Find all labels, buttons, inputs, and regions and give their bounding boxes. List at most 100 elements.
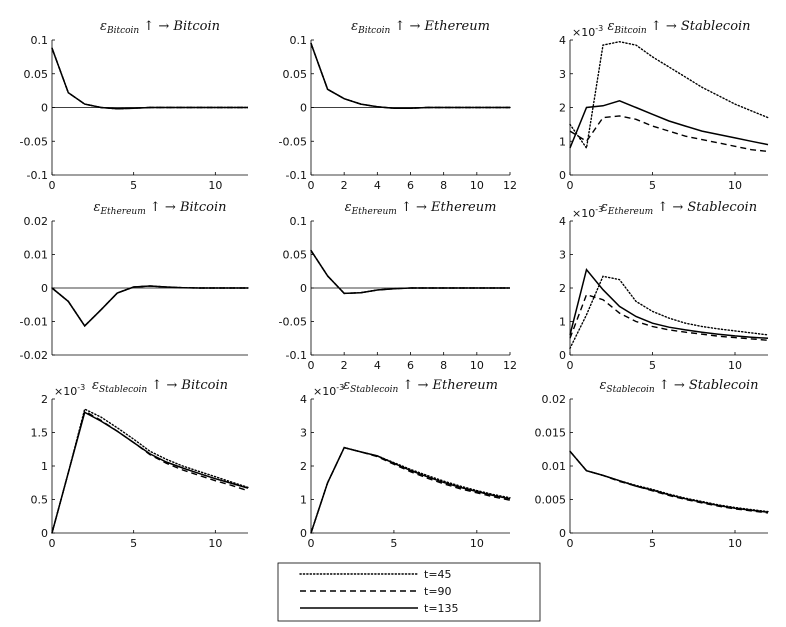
y-tick-label: 0 — [300, 102, 307, 115]
panel-title: εBitcoin ↑ → Ethereum — [351, 19, 490, 36]
series-line-t-45 — [51, 47, 249, 110]
y-tick-label: 0.02 — [542, 393, 567, 406]
series-line-t-90 — [569, 115, 769, 153]
y-tick-label: -0.1 — [286, 349, 307, 362]
exponent-label: ×10-3 — [572, 24, 603, 39]
series-line-t-90 — [310, 446, 511, 534]
series-line-t-135 — [310, 446, 511, 534]
x-tick-label: 5 — [649, 179, 656, 192]
series-line-t-45 — [310, 446, 511, 534]
x-tick-label: 0 — [567, 179, 574, 192]
series-line-t-90 — [310, 43, 510, 109]
panel-title: εBitcoin ↑ → Stablecoin — [607, 19, 750, 36]
y-tick-label: 0.05 — [283, 68, 308, 81]
y-tick-label: 0.02 — [24, 215, 49, 228]
panel-ethereum-to-ethereum: -0.1 -0.05 0 0.05 0.1 0 2 4 6 8 10 12 εEthereum ↑ → … — [279, 200, 517, 372]
x-tick-label: 10 — [208, 537, 222, 550]
series-line-t-90 — [569, 450, 769, 514]
y-tick-label: 1 — [300, 494, 307, 507]
y-tick-label: 0 — [559, 169, 566, 182]
x-tick-label: 5 — [390, 537, 397, 550]
y-tick-label: 0.1 — [290, 34, 308, 47]
exponent-label: ×10-3 — [313, 383, 344, 398]
panel-title: εStablecoin ↑ → Bitcoin — [92, 378, 228, 395]
x-tick-label: 4 — [374, 179, 381, 192]
y-tick-label: -0.02 — [20, 349, 48, 362]
series-line-t-135 — [569, 100, 769, 149]
x-tick-label: 0 — [308, 537, 315, 550]
legend-label: t=45 — [424, 568, 452, 581]
y-tick-label: 3 — [559, 68, 566, 81]
y-tick-label: 0.005 — [535, 494, 567, 507]
y-tick-label: -0.1 — [27, 169, 48, 182]
x-tick-label: 0 — [308, 179, 315, 192]
legend-label: t=90 — [424, 585, 452, 598]
series-line-t-135 — [310, 250, 510, 295]
panel-stablecoin-to-bitcoin: 0 0.5 1 1.5 2 0 5 10 ×10-3 εStablecoin ↑ → Bitcoi… — [31, 378, 249, 550]
x-tick-label: 12 — [503, 179, 517, 192]
series-line-t-45 — [569, 40, 769, 150]
x-tick-label: 5 — [130, 179, 137, 192]
y-tick-label: -0.05 — [20, 135, 48, 148]
x-tick-label: 8 — [440, 359, 447, 372]
y-tick-label: 0.5 — [31, 494, 49, 507]
x-tick-label: 4 — [374, 359, 381, 372]
y-tick-label: 1 — [559, 135, 566, 148]
y-tick-label: 3 — [559, 249, 566, 262]
y-tick-label: 1.5 — [31, 427, 49, 440]
y-tick-label: 0 — [41, 527, 48, 540]
x-tick-label: 10 — [470, 359, 484, 372]
y-tick-label: -0.05 — [279, 316, 307, 329]
panel-ethereum-to-bitcoin: -0.02 -0.01 0 0.01 0.02 εEthereum ↑ → Bitcoin — [20, 200, 249, 362]
series-line-t-90 — [310, 250, 510, 295]
x-tick-label: 0 — [308, 359, 315, 372]
y-tick-label: 0 — [41, 102, 48, 115]
y-tick-label: 0 — [559, 527, 566, 540]
panel-bitcoin-to-bitcoin: -0.1 -0.05 0 0.05 0.1 0 5 10 εBitcoin ↑ → Bitcoi… — [20, 19, 249, 192]
panel-bitcoin-to-stablecoin: 0 1 2 3 4 0 5 10 ×10-3 εBitcoin ↑ → Stablecoin — [559, 19, 769, 192]
y-tick-label: 0 — [41, 282, 48, 295]
x-tick-label: 6 — [407, 359, 414, 372]
x-tick-label: 2 — [341, 179, 348, 192]
series-line-t-45 — [310, 249, 511, 295]
y-tick-label: 0 — [559, 349, 566, 362]
series-line-t-135 — [51, 285, 248, 328]
x-tick-label: 5 — [130, 537, 137, 550]
panel-title: εStablecoin ↑ → Stablecoin — [599, 378, 758, 395]
x-tick-label: 10 — [728, 359, 742, 372]
series-line-t-45 — [310, 42, 511, 109]
panel-stablecoin-to-stablecoin: 0 0.005 0.01 0.015 0.02 0 5 10 εStablecoin ↑ → S… — [535, 378, 769, 550]
panel-bitcoin-to-ethereum: -0.1 -0.05 0 0.05 0.1 0 2 4 6 8 10 12 εBitcoin ↑ → E… — [279, 19, 517, 192]
panel-title: εBitcoin ↑ → Bitcoin — [100, 19, 220, 36]
y-tick-label: 2 — [41, 393, 48, 406]
y-tick-label: 0.01 — [24, 249, 49, 262]
y-tick-label: 3 — [300, 427, 307, 440]
exponent-label: ×10-3 — [572, 205, 603, 220]
y-tick-label: 1 — [41, 460, 48, 473]
x-tick-label: 0 — [49, 537, 56, 550]
y-tick-label: 0.05 — [283, 249, 308, 262]
panel-title: εEthereum ↑ → Ethereum — [345, 200, 497, 217]
y-tick-label: 4 — [300, 393, 307, 406]
x-tick-label: 10 — [728, 179, 742, 192]
x-tick-label: 12 — [503, 359, 517, 372]
y-tick-label: -0.1 — [286, 169, 307, 182]
series-line-t-135 — [51, 411, 249, 534]
series-line-t-45 — [569, 450, 769, 513]
x-tick-label: 5 — [649, 359, 656, 372]
y-tick-label: 4 — [559, 34, 566, 47]
series-line-t-135 — [51, 47, 248, 110]
x-tick-label: 0 — [567, 537, 574, 550]
y-tick-label: 2 — [559, 102, 566, 115]
y-tick-label: 2 — [300, 460, 307, 473]
y-tick-label: 0.1 — [290, 215, 308, 228]
y-tick-label: 0.015 — [535, 427, 567, 440]
series-line-t-45 — [51, 408, 249, 534]
series-line-t-45 — [569, 275, 769, 349]
exponent-label: ×10-3 — [54, 383, 85, 398]
y-tick-label: -0.05 — [279, 135, 307, 148]
x-tick-label: 10 — [208, 179, 222, 192]
y-tick-label: 2 — [559, 282, 566, 295]
